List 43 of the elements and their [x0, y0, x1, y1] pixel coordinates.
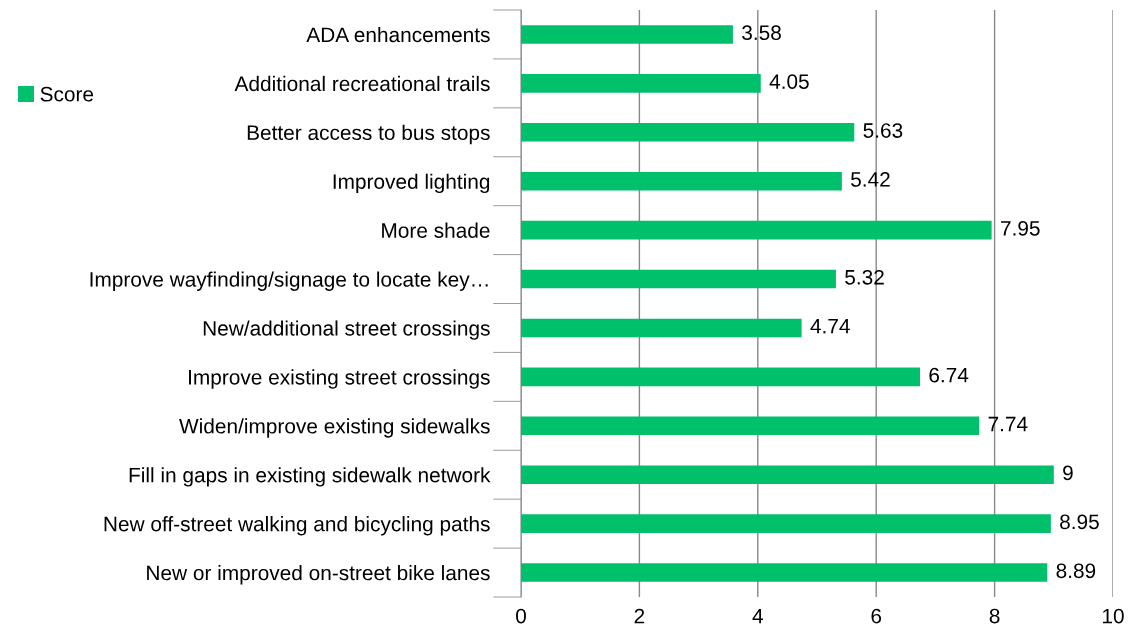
- y-tick-label: Additional recreational trails: [234, 75, 490, 92]
- bar: [521, 25, 733, 44]
- data-label: 7.95: [1001, 220, 1040, 236]
- x-tick-label: 6: [871, 608, 882, 624]
- bar: [521, 318, 802, 338]
- legend-label: Score: [40, 86, 94, 102]
- y-tick-label: Improved lighting: [333, 173, 490, 194]
- y-tick-label: New or improved on-street bike lanes: [147, 564, 490, 585]
- y-tick-label: More shade: [382, 222, 490, 238]
- data-label: 8.95: [1060, 514, 1099, 530]
- x-tick-label: 10: [1103, 608, 1124, 624]
- y-tick-label: ADA enhancements: [306, 26, 490, 43]
- y-tick-label: Widen/improve existing sidewalks: [179, 418, 490, 438]
- data-label: 5.32: [845, 269, 884, 285]
- x-tick-label: 4: [752, 608, 763, 624]
- data-label: 6.74: [929, 367, 969, 383]
- data-label: 4.74: [810, 319, 850, 334]
- data-label: 9: [1063, 465, 1073, 481]
- y-tick-label: Better access to bus stops: [247, 124, 490, 145]
- bar: [521, 416, 980, 436]
- data-label: 8.89: [1056, 563, 1096, 579]
- y-tick-label: Improve wayfinding/signage to locate key…: [90, 271, 488, 291]
- bar: [521, 367, 921, 387]
- data-label: 7.74: [988, 416, 1028, 432]
- y-tick-label: Fill in gaps in existing sidewalk network: [129, 467, 491, 487]
- data-label: 5.42: [851, 172, 890, 187]
- x-tick-label: 0: [516, 608, 526, 624]
- bar: [521, 123, 855, 142]
- bar: [521, 563, 1048, 582]
- bar: [521, 514, 1051, 533]
- y-tick-label: Improve existing street crossings: [189, 369, 490, 389]
- bar: [521, 74, 761, 93]
- bar: [521, 465, 1054, 484]
- bar: [521, 269, 836, 289]
- y-tick-label: New/additional street crossings: [203, 320, 490, 340]
- data-label: 5.63: [863, 123, 903, 138]
- bar: [521, 171, 842, 191]
- x-tick-label: 2: [634, 608, 645, 624]
- x-tick-label: 8: [989, 608, 1000, 624]
- data-label: 4.05: [769, 74, 809, 89]
- y-tick-label: New off-street walking and bicycling paths: [104, 516, 490, 536]
- bar: [521, 220, 992, 240]
- data-label: 3.58: [742, 25, 781, 41]
